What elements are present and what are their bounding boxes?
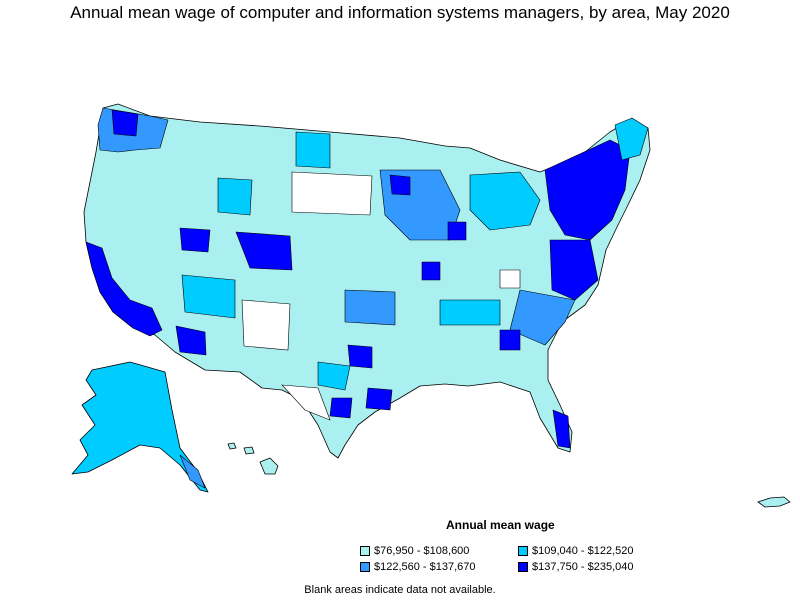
- legend-label: $137,750 - $235,040: [532, 561, 634, 573]
- puerto-rico-shape: [757, 496, 791, 508]
- region-mid-atlantic: [549, 239, 599, 301]
- region-atlanta: [499, 329, 521, 351]
- legend-item: $76,950 - $108,600: [360, 544, 469, 558]
- legend-title: Annual mean wage: [446, 518, 555, 532]
- region-texas-central: [329, 397, 353, 419]
- region-great-lakes: [469, 171, 541, 231]
- region-southwest: [181, 274, 236, 319]
- region-utah: [179, 227, 211, 253]
- legend-label: $76,950 - $108,600: [374, 545, 470, 557]
- blank-area-new-mexico: [241, 299, 291, 351]
- region-chicago: [447, 221, 467, 241]
- legend-swatch: [360, 546, 370, 556]
- region-montana-northeast: [295, 131, 331, 169]
- blank-areas-note: Blank areas indicate data not available.: [304, 584, 496, 596]
- map-title: Annual mean wage of computer and informa…: [70, 3, 730, 22]
- blank-area-dakotas: [291, 171, 373, 216]
- legend-item: $109,040 - $122,520: [518, 544, 634, 558]
- region-california: [85, 241, 163, 337]
- region-arizona: [175, 325, 207, 356]
- region-texas-north: [347, 344, 373, 369]
- region-texas-gulf: [365, 387, 393, 411]
- region-wyoming: [217, 177, 253, 216]
- region-alaska-south: [179, 454, 206, 489]
- legend-label: $122,560 - $137,670: [374, 561, 476, 573]
- region-minnesota: [389, 174, 411, 196]
- legend-swatch: [360, 562, 370, 572]
- region-seattle: [111, 109, 139, 137]
- region-kansas-city: [421, 261, 441, 281]
- region-colorado: [235, 231, 293, 271]
- region-maine: [614, 117, 649, 161]
- legend-swatch: [518, 562, 528, 572]
- alaska-shape: [71, 361, 209, 493]
- region-oklahoma: [344, 289, 396, 326]
- region-carolinas: [509, 289, 576, 346]
- region-gulf-coast: [317, 361, 351, 391]
- region-northeast: [544, 139, 631, 241]
- region-florida-east: [552, 409, 571, 449]
- legend-swatch: [518, 546, 528, 556]
- blank-area-west-texas: [281, 384, 331, 421]
- legend-item: $122,560 - $137,670: [360, 560, 476, 574]
- legend-label: $109,040 - $122,520: [532, 545, 634, 557]
- legend-item: $137,750 - $235,040: [518, 560, 634, 574]
- blank-area-kentucky: [499, 269, 521, 289]
- hawaii-shape: [227, 442, 279, 475]
- region-tennessee: [439, 299, 501, 326]
